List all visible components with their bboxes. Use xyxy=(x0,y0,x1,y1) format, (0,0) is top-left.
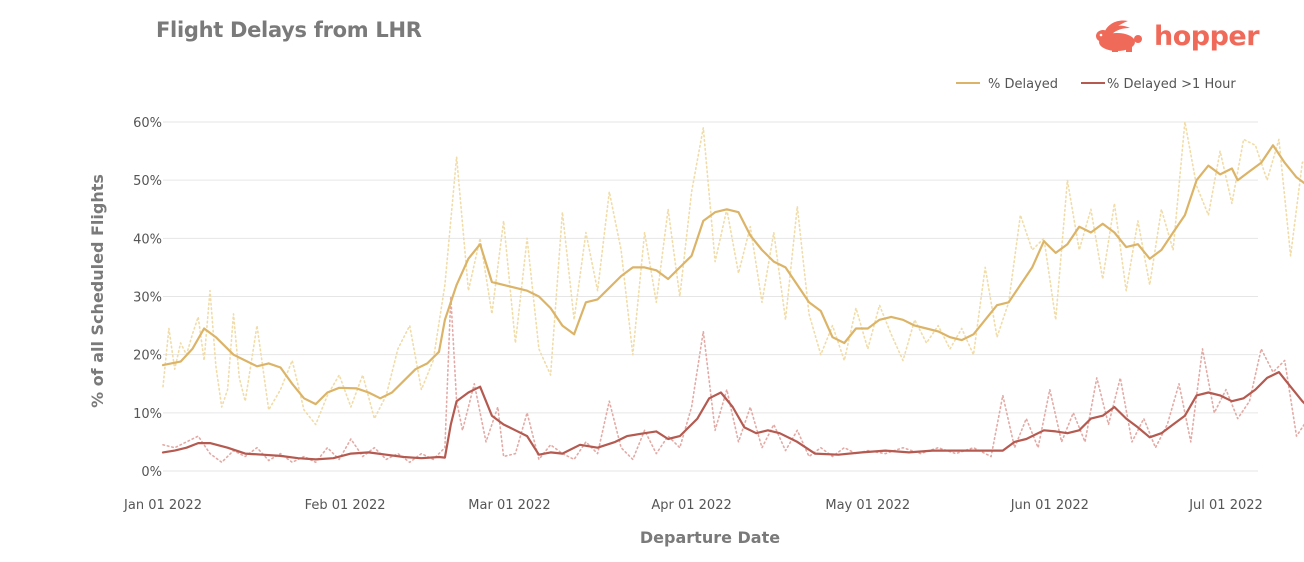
chart-title: Flight Delays from LHR xyxy=(156,18,422,42)
x-tick-label: Mar 01 2022 xyxy=(468,498,550,513)
logo-wordmark: hopper xyxy=(1154,20,1260,52)
hopper-logo: hopper xyxy=(1090,16,1260,56)
x-axis-ticks: Jan 01 2022 Feb 01 2022 Mar 01 2022 Apr 01 … xyxy=(123,498,1263,513)
y-tick-label: 0% xyxy=(141,465,162,480)
x-axis-title: Departure Date xyxy=(640,528,780,547)
y-tick-label: 10% xyxy=(133,407,162,422)
gridlines xyxy=(163,121,1258,472)
series-line-1 xyxy=(161,371,1304,461)
x-tick-label: Jun 01 2022 xyxy=(1010,498,1089,513)
legend: % Delayed % Delayed >1 Hour xyxy=(956,77,1236,92)
y-tick-label: 40% xyxy=(133,232,162,247)
y-tick-label: 50% xyxy=(133,174,162,189)
legend-label: % Delayed xyxy=(988,77,1058,92)
series-daily-raw-2 xyxy=(162,121,1304,426)
x-tick-label: Feb 01 2022 xyxy=(305,498,386,513)
y-axis-ticks: 0% 10% 20% 30% 40% 50% 60% xyxy=(133,116,162,480)
legend-label: % Delayed >1 Hour xyxy=(1107,77,1236,92)
y-tick-label: 60% xyxy=(133,116,162,131)
y-axis-title: % of all Scheduled Flights xyxy=(88,174,107,408)
x-tick-label: May 01 2022 xyxy=(825,498,910,513)
rabbit-icon xyxy=(1096,20,1142,52)
x-tick-label: Jan 01 2022 xyxy=(123,498,202,513)
series-line-0 xyxy=(161,144,1304,406)
y-tick-label: 30% xyxy=(133,291,162,306)
series-lines xyxy=(161,121,1304,464)
x-tick-label: Apr 01 2022 xyxy=(651,498,731,513)
series-daily-raw-3 xyxy=(162,295,1304,464)
y-tick-label: 20% xyxy=(133,349,162,364)
x-tick-label: Jul 01 2022 xyxy=(1188,498,1263,513)
